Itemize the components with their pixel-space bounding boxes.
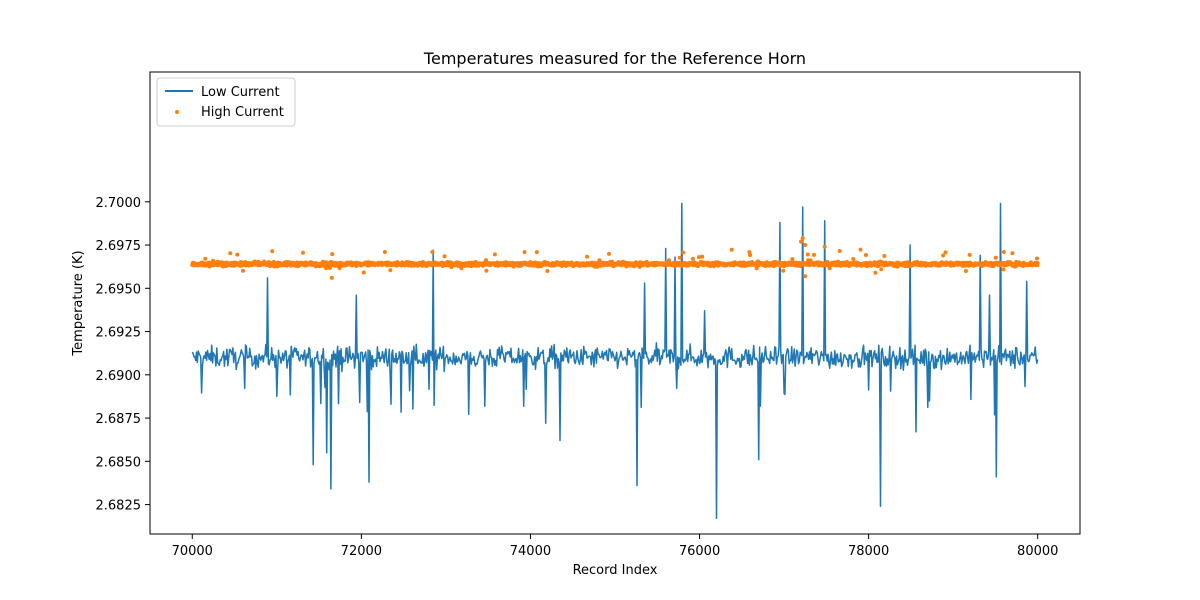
low-current-series-line [191,202,1039,520]
high-current-point [729,247,734,252]
legend: Low Current High Current [156,77,296,127]
y-tick-label: 2.6975 [96,239,142,254]
x-axis: 70000 72000 74000 76000 78000 80000 [172,534,1058,559]
y-axis: 2.6825 2.6850 2.6875 2.6900 2.6925 2.6950 2.69… [96,196,150,514]
chart-title: Temperatures measured for the Reference … [423,49,806,68]
high-current-point [873,270,878,275]
high-current-point [967,252,972,257]
high-current-point [607,251,611,256]
x-tick-label: 78000 [848,544,889,559]
high-current-point [879,267,884,272]
high-current-point [430,250,435,254]
high-current-point [677,255,682,260]
high-current-point [492,252,497,257]
high-current-point [1035,256,1039,261]
high-current-point [822,244,827,249]
x-tick-label: 72000 [341,544,382,559]
high-current-point [943,250,948,255]
plot-frame [149,71,1081,535]
high-current-point [747,250,752,255]
high-current-point [442,254,447,259]
high-current-point [681,250,686,255]
high-current-point [800,236,805,241]
high-current-point [329,275,334,280]
x-tick-label: 70000 [172,544,213,559]
y-tick-label: 2.6850 [96,455,142,470]
high-current-point [327,266,332,270]
y-tick-label: 2.6875 [96,412,142,427]
high-current-point [803,243,808,247]
high-current-point [748,253,753,258]
high-current-point [963,269,968,273]
high-current-series [190,236,1040,280]
legend-swatch-high-current [175,110,179,114]
high-current-point [803,274,808,279]
high-current-point [837,249,842,253]
high-current-point [799,239,803,244]
high-current-point [235,252,240,257]
high-current-point [330,252,335,257]
high-current-point [203,256,208,261]
high-current-point [863,253,868,257]
high-current-point [805,252,810,257]
high-current-point [690,256,695,261]
high-current-point [993,255,998,260]
high-current-point [1010,251,1015,256]
high-current-point [790,257,795,262]
high-current-point [1001,250,1006,254]
high-current-point [361,270,366,275]
y-tick-label: 2.6950 [96,282,142,297]
y-tick-label: 2.6825 [96,499,142,514]
high-current-point [522,250,527,255]
legend-label-high-current: High Current [201,105,284,120]
high-current-point [545,269,550,273]
legend-label-low-current: Low Current [201,85,280,100]
high-current-point [585,254,590,259]
y-tick-label: 2.6925 [96,326,142,341]
high-current-point [534,250,539,255]
high-current-point [697,255,701,260]
high-current-point [851,257,856,261]
y-axis-label: Temperature (K) [71,250,86,356]
x-axis-label: Record Index [573,563,658,578]
high-current-point [1035,261,1040,265]
y-tick-label: 2.6900 [96,369,142,384]
high-current-point [1001,267,1006,272]
high-current-point [700,254,705,259]
high-current-point [270,249,275,254]
high-current-point [228,251,233,256]
y-tick-label: 2.7000 [96,196,142,211]
high-current-point [941,253,946,258]
plot-area [190,202,1040,520]
high-current-point [241,268,245,273]
high-current-point [388,268,393,273]
x-tick-label: 80000 [1017,544,1058,559]
high-current-point [882,254,887,258]
x-tick-label: 74000 [510,544,551,559]
high-current-point [484,268,489,273]
high-current-point [858,247,863,252]
high-current-point [781,268,786,273]
high-current-point [301,250,305,255]
high-current-point [382,250,387,254]
high-current-point [812,252,816,257]
x-tick-label: 76000 [679,544,720,559]
